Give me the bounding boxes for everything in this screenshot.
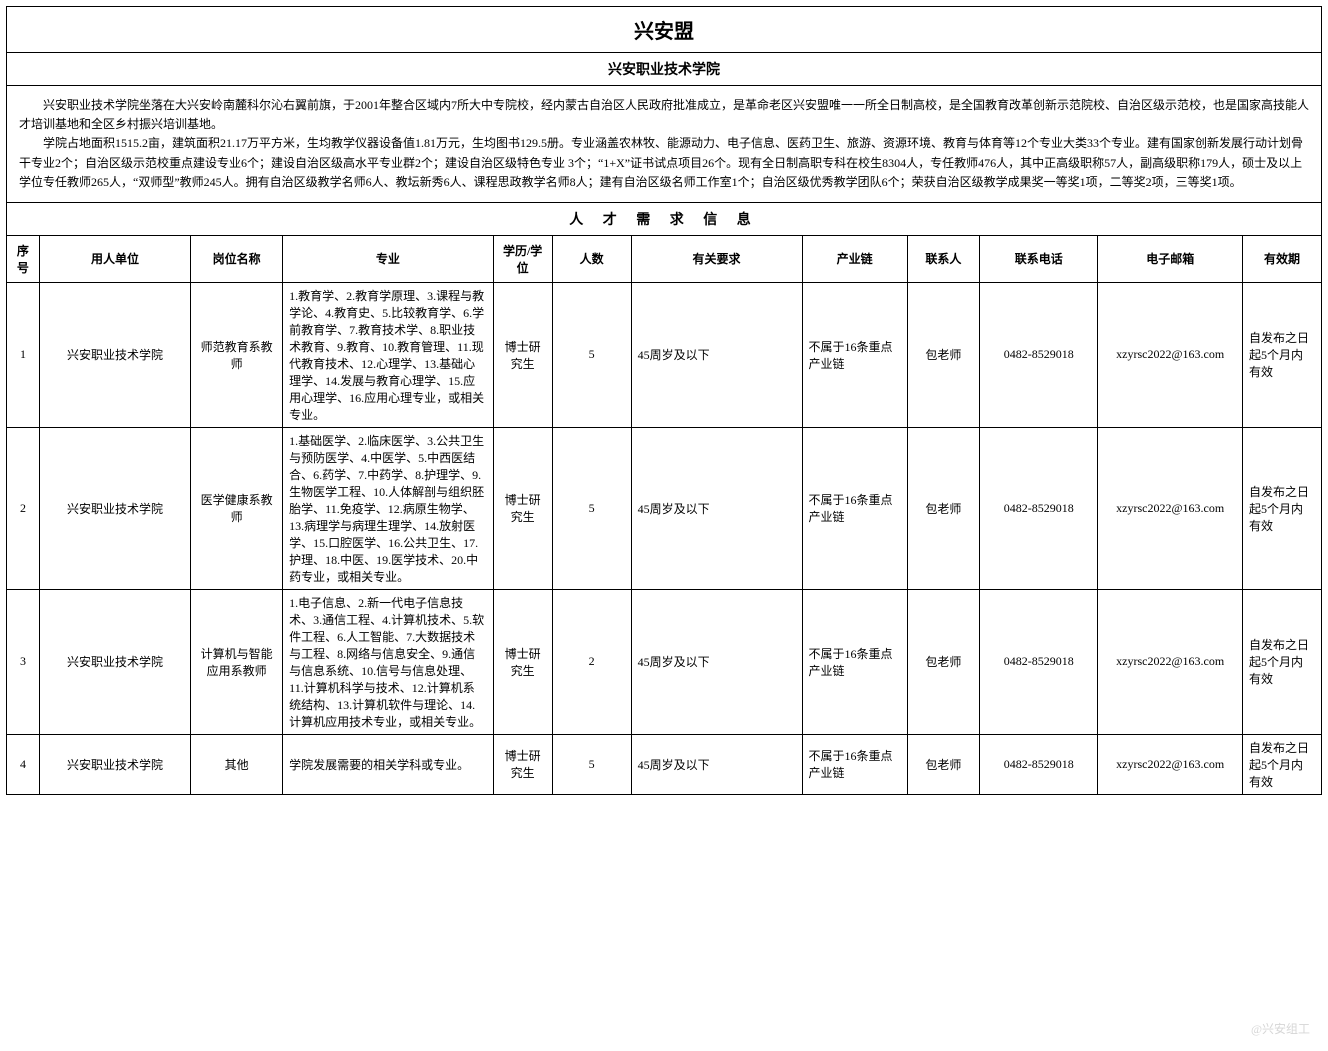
cell-unit: 兴安职业技术学院: [39, 589, 190, 734]
cell-contact: 包老师: [907, 734, 979, 794]
cell-post: 其他: [191, 734, 283, 794]
cell-phone: 0482-8529018: [980, 427, 1098, 589]
cell-req: 45周岁及以下: [631, 589, 802, 734]
header-chain: 产业链: [802, 235, 907, 282]
header-major: 专业: [283, 235, 493, 282]
cell-edu: 博士研究生: [493, 282, 552, 427]
header-valid: 有效期: [1243, 235, 1322, 282]
cell-major: 1.基础医学、2.临床医学、3.公共卫生与预防医学、4.中医学、5.中西医结合、…: [283, 427, 493, 589]
title-row: 兴安盟: [7, 7, 1322, 53]
cell-num: 5: [552, 282, 631, 427]
cell-edu: 博士研究生: [493, 427, 552, 589]
cell-req: 45周岁及以下: [631, 282, 802, 427]
cell-chain: 不属于16条重点产业链: [802, 589, 907, 734]
cell-unit: 兴安职业技术学院: [39, 282, 190, 427]
cell-unit: 兴安职业技术学院: [39, 734, 190, 794]
cell-email: xzyrsc2022@163.com: [1098, 589, 1243, 734]
cell-post: 师范教育系教师: [191, 282, 283, 427]
main-table: 兴安盟 兴安职业技术学院 兴安职业技术学院坐落在大兴安岭南麓科尔沁右翼前旗，于2…: [6, 6, 1322, 795]
cell-phone: 0482-8529018: [980, 589, 1098, 734]
intro-text-cell: 兴安职业技术学院坐落在大兴安岭南麓科尔沁右翼前旗，于2001年整合区域内7所大中…: [7, 86, 1322, 203]
cell-edu: 博士研究生: [493, 589, 552, 734]
cell-req: 45周岁及以下: [631, 427, 802, 589]
cell-seq: 3: [7, 589, 40, 734]
header-contact: 联系人: [907, 235, 979, 282]
header-num: 人数: [552, 235, 631, 282]
intro-paragraph-2: 学院占地面积1515.2亩，建筑面积21.17万平方米，生均教学仪器设备值1.8…: [19, 134, 1309, 192]
page-title: 兴安盟: [7, 7, 1322, 53]
header-seq: 序号: [7, 235, 40, 282]
cell-phone: 0482-8529018: [980, 734, 1098, 794]
cell-valid: 自发布之日起5个月内有效: [1243, 734, 1322, 794]
table-row: 1兴安职业技术学院师范教育系教师1.教育学、2.教育学原理、3.课程与教学论、4…: [7, 282, 1322, 427]
watermark: @兴安组工: [1251, 1020, 1310, 1037]
cell-major: 1.教育学、2.教育学原理、3.课程与教学论、4.教育史、5.比较教育学、6.学…: [283, 282, 493, 427]
cell-major: 学院发展需要的相关学科或专业。: [283, 734, 493, 794]
cell-unit: 兴安职业技术学院: [39, 427, 190, 589]
cell-email: xzyrsc2022@163.com: [1098, 427, 1243, 589]
cell-email: xzyrsc2022@163.com: [1098, 734, 1243, 794]
cell-contact: 包老师: [907, 427, 979, 589]
cell-seq: 1: [7, 282, 40, 427]
intro-row: 兴安职业技术学院坐落在大兴安岭南麓科尔沁右翼前旗，于2001年整合区域内7所大中…: [7, 86, 1322, 203]
cell-num: 5: [552, 427, 631, 589]
cell-chain: 不属于16条重点产业链: [802, 427, 907, 589]
header-email: 电子邮箱: [1098, 235, 1243, 282]
cell-contact: 包老师: [907, 589, 979, 734]
header-phone: 联系电话: [980, 235, 1098, 282]
cell-edu: 博士研究生: [493, 734, 552, 794]
table-row: 3兴安职业技术学院计算机与智能应用系教师1.电子信息、2.新一代电子信息技术、3…: [7, 589, 1322, 734]
header-post: 岗位名称: [191, 235, 283, 282]
header-unit: 用人单位: [39, 235, 190, 282]
section-title: 人 才 需 求 信 息: [7, 202, 1322, 235]
header-req: 有关要求: [631, 235, 802, 282]
cell-seq: 4: [7, 734, 40, 794]
cell-post: 计算机与智能应用系教师: [191, 589, 283, 734]
cell-valid: 自发布之日起5个月内有效: [1243, 282, 1322, 427]
cell-valid: 自发布之日起5个月内有效: [1243, 589, 1322, 734]
cell-num: 5: [552, 734, 631, 794]
cell-major: 1.电子信息、2.新一代电子信息技术、3.通信工程、4.计算机技术、5.软件工程…: [283, 589, 493, 734]
cell-contact: 包老师: [907, 282, 979, 427]
cell-email: xzyrsc2022@163.com: [1098, 282, 1243, 427]
page-subtitle: 兴安职业技术学院: [7, 53, 1322, 86]
table-row: 4兴安职业技术学院其他学院发展需要的相关学科或专业。博士研究生545周岁及以下不…: [7, 734, 1322, 794]
cell-chain: 不属于16条重点产业链: [802, 734, 907, 794]
cell-valid: 自发布之日起5个月内有效: [1243, 427, 1322, 589]
table-header-row: 序号 用人单位 岗位名称 专业 学历/学位 人数 有关要求 产业链 联系人 联系…: [7, 235, 1322, 282]
cell-post: 医学健康系教师: [191, 427, 283, 589]
cell-num: 2: [552, 589, 631, 734]
cell-chain: 不属于16条重点产业链: [802, 282, 907, 427]
subtitle-row: 兴安职业技术学院: [7, 53, 1322, 86]
cell-seq: 2: [7, 427, 40, 589]
header-edu: 学历/学位: [493, 235, 552, 282]
intro-paragraph-1: 兴安职业技术学院坐落在大兴安岭南麓科尔沁右翼前旗，于2001年整合区域内7所大中…: [19, 96, 1309, 134]
section-title-row: 人 才 需 求 信 息: [7, 202, 1322, 235]
cell-phone: 0482-8529018: [980, 282, 1098, 427]
cell-req: 45周岁及以下: [631, 734, 802, 794]
table-row: 2兴安职业技术学院医学健康系教师1.基础医学、2.临床医学、3.公共卫生与预防医…: [7, 427, 1322, 589]
